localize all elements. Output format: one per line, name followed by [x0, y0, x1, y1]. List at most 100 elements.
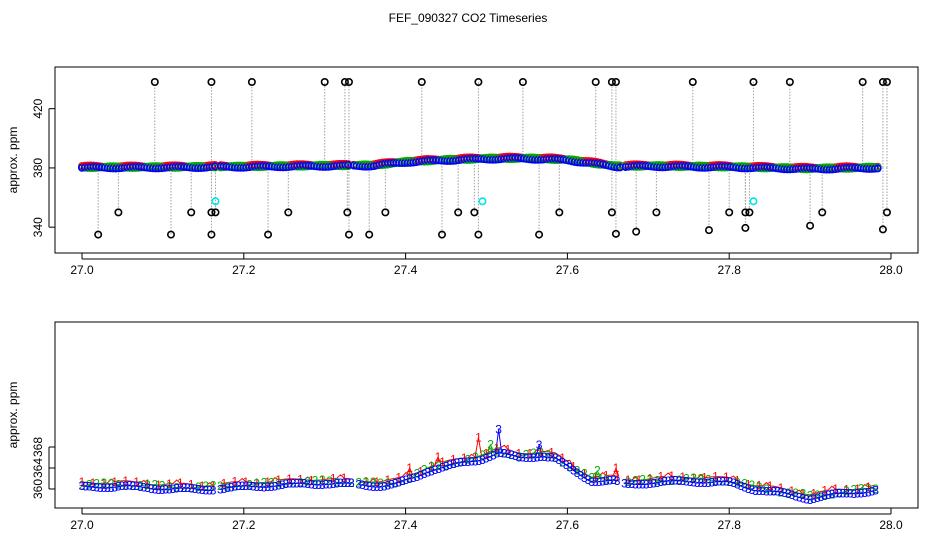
series-3-marker: 3 — [435, 462, 442, 476]
series-3-marker: 3 — [206, 484, 213, 498]
series-1-marker: 1 — [723, 470, 730, 484]
series-3-marker: 3 — [304, 477, 311, 491]
outlier-point-mid — [284, 208, 293, 217]
series-2-marker: 2 — [435, 459, 442, 473]
series-3-marker: 3 — [738, 479, 745, 493]
series-1-marker: 1 — [395, 471, 402, 485]
outlier-point-mid — [725, 208, 734, 217]
series-3-marker: 3 — [807, 493, 814, 507]
series-3-marker: 3 — [472, 454, 479, 468]
series-3-marker: 3 — [188, 481, 195, 495]
series-1-marker: 1 — [843, 483, 850, 497]
series-3-marker: 3 — [541, 450, 548, 464]
series-1-marker: 1 — [854, 482, 861, 496]
series-2-marker: 2 — [122, 479, 129, 493]
series-3-marker: 3 — [228, 480, 235, 494]
series-3-marker: 3 — [181, 481, 188, 495]
bottom-x-tick-label: 27.8 — [718, 518, 742, 532]
series-3-marker: 3 — [548, 451, 555, 465]
top-x-tick-label: 28.0 — [879, 263, 903, 277]
series-3-marker: 3 — [454, 456, 461, 470]
series-3-marker: 3 — [410, 471, 417, 485]
series-1-spike-line — [615, 467, 620, 477]
series-2-marker: 2 — [443, 458, 450, 472]
series-3-marker: 3 — [497, 446, 504, 460]
series-1-spike-marker: 1 — [435, 450, 442, 464]
series-3-marker: 3 — [752, 484, 759, 498]
series-1-marker: 1 — [319, 473, 326, 487]
top-y-tick-label: 340 — [31, 217, 45, 237]
series-3-marker: 3 — [111, 480, 118, 494]
series-1-spike-line — [406, 467, 411, 476]
series-3-marker: 3 — [719, 474, 726, 488]
bottom-x-tick-label: 27.4 — [394, 518, 418, 532]
series-2-marker: 2 — [151, 478, 158, 492]
series-1-marker: 1 — [636, 473, 643, 487]
series-3-marker: 3 — [475, 454, 482, 468]
series-2-marker: 2 — [821, 488, 828, 502]
series-3-marker: 3 — [810, 492, 817, 506]
series-1-spike-line — [612, 467, 617, 477]
series-3-marker: 3 — [610, 473, 617, 487]
series-2-marker: 2 — [173, 481, 180, 495]
outlier-point-high — [882, 78, 891, 87]
series-1-line — [81, 444, 876, 496]
series-3-marker: 3 — [603, 474, 610, 488]
series-1-marker: 1 — [221, 476, 228, 490]
series-1-marker: 1 — [297, 472, 304, 486]
series-2-marker: 2 — [596, 471, 603, 485]
cyan-point — [478, 197, 487, 206]
series-2-marker: 2 — [304, 474, 311, 488]
series-3-marker: 3 — [137, 480, 144, 494]
series-1-marker: 1 — [406, 468, 413, 482]
series-3-marker: 3 — [148, 482, 155, 496]
series-1-marker: 1 — [275, 473, 282, 487]
series-2-marker: 2 — [668, 474, 675, 488]
series-3-marker: 3 — [104, 481, 111, 495]
series-3-marker: 3 — [490, 448, 497, 462]
outlier-point-low — [806, 221, 815, 230]
series-1-marker: 1 — [341, 471, 348, 485]
series-3-marker: 3 — [297, 476, 304, 490]
series-3-marker: 3 — [275, 479, 282, 493]
series-3-spike-line — [535, 444, 540, 457]
series-3-marker: 3 — [683, 475, 690, 489]
series-3-marker: 3 — [170, 482, 177, 496]
series-2-marker: 2 — [537, 446, 544, 460]
series-3-marker: 3 — [370, 480, 377, 494]
series-2-marker: 2 — [516, 449, 523, 463]
series-3-marker: 3 — [355, 477, 362, 491]
series-3-marker: 3 — [312, 478, 319, 492]
series-2-marker: 2 — [210, 479, 217, 493]
series-3-marker: 3 — [359, 478, 366, 492]
series-3-marker: 3 — [701, 476, 708, 490]
series-2-marker: 2 — [202, 479, 209, 493]
series-3-marker: 3 — [632, 477, 639, 491]
series-1-marker: 1 — [570, 460, 577, 474]
series-3-marker: 3 — [592, 475, 599, 489]
outlier-point-mid — [607, 208, 616, 217]
series-2-marker: 2 — [159, 478, 166, 492]
series-2-marker: 2 — [865, 481, 872, 495]
outlier-point-mid — [211, 208, 220, 217]
top-y-tick-label: 420 — [31, 98, 45, 118]
series-2-marker: 2 — [479, 448, 486, 462]
series-1-marker: 1 — [100, 476, 107, 490]
series-1-marker: 1 — [384, 473, 391, 487]
series-1-marker: 1 — [778, 481, 785, 495]
series-3-marker: 3 — [381, 479, 388, 493]
series-3-marker: 3 — [333, 477, 340, 491]
outlier-point-mid — [741, 208, 750, 217]
series-2-marker: 2 — [414, 467, 421, 481]
series-3-marker: 3 — [253, 480, 260, 494]
top-y-axis: 340 380 420 — [31, 98, 55, 237]
series-2-marker: 2 — [450, 457, 457, 471]
series-3-marker: 3 — [712, 475, 719, 489]
top-plot-frame — [54, 66, 919, 254]
series-2-marker: 2 — [566, 460, 573, 474]
series-3-marker: 3 — [315, 478, 322, 492]
top-x-tick-label: 27.6 — [556, 263, 580, 277]
series-1-marker: 1 — [756, 479, 763, 493]
series-2-marker: 2 — [654, 473, 661, 487]
series-3-marker: 3 — [661, 475, 668, 489]
